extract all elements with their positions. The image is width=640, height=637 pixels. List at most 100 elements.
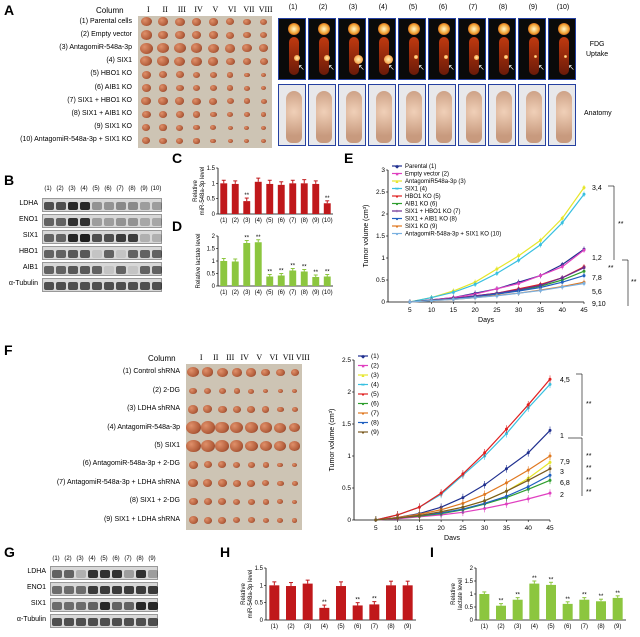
blot-band-label: LDHA — [19, 200, 38, 207]
blot-band — [44, 218, 54, 226]
mouse-anatomy-image — [428, 84, 456, 146]
tumor — [260, 19, 268, 26]
chart-h-mir548a-level: 0 0.5 1 1.5 (1) (2) (3) ** (4) (5) ** (6) ** (7) (8) (9… — [241, 566, 416, 630]
blot-band — [104, 250, 114, 258]
tumor — [276, 480, 284, 487]
pet-fdg-image: ↖ — [308, 18, 336, 80]
blot-band — [136, 602, 146, 610]
tumor-row-label: (1) Parental cells — [79, 17, 132, 25]
arrow-icon: ↖ — [568, 63, 575, 72]
tumor-row-labels-a: (1) Parental cells (2) Empty vector (3) An… — [0, 16, 136, 148]
pet-fdg-image: ↖ — [548, 18, 576, 80]
y-tick-label: 3 — [381, 167, 385, 174]
category-label: (4) — [255, 290, 262, 296]
x-tick-label: 30 — [481, 525, 489, 532]
blot-band — [104, 218, 114, 226]
pet-fdg-image: ↖ — [278, 18, 306, 80]
tumor — [203, 479, 213, 488]
pet-number: (6) — [438, 4, 448, 11]
tumor — [191, 31, 202, 40]
blot-band — [68, 282, 78, 290]
tumor-row-label: (2) Empty vector — [80, 30, 132, 38]
data-point — [374, 518, 378, 522]
blot-strip — [42, 230, 162, 244]
category-label: (5) — [337, 624, 344, 630]
pet-brain-hotspot — [348, 23, 360, 35]
y-axis-title-line: Relative — [451, 583, 457, 605]
data-point — [526, 497, 530, 501]
significance-marker: ** — [267, 270, 272, 276]
tumor — [262, 406, 270, 413]
tumor — [174, 56, 186, 66]
arrow-icon: ↖ — [508, 63, 515, 72]
tumor — [157, 30, 169, 40]
blot-band — [56, 202, 66, 210]
x-tick-label: 35 — [503, 525, 511, 532]
mouse-body — [316, 91, 332, 143]
pet-number-row: (1) (2) (3) (4) (5) (6) (7) (8) (9) (10) — [278, 4, 578, 16]
tumor — [232, 479, 241, 487]
blot-band — [152, 282, 162, 290]
blot-band — [128, 282, 138, 290]
blot-band — [112, 586, 122, 594]
panel-label-b: B — [4, 172, 15, 188]
data-point — [504, 494, 508, 498]
chart-c-mir548a-level: 0 0.5 1 1.5 (1) (2) ** (3) (4) (5) (6) (7) (8) (9) ** (… — [193, 166, 333, 224]
tumor — [158, 110, 168, 118]
pet-tumor-hotspot — [564, 55, 567, 58]
bar — [266, 183, 274, 214]
blot-band — [52, 618, 62, 626]
y-tick-label: 0.5 — [342, 485, 351, 492]
blot-band — [112, 570, 122, 578]
significance-marker: ** — [599, 594, 604, 600]
legend-marker: ● — [395, 194, 398, 200]
tumor — [159, 124, 167, 131]
blot-band — [152, 234, 162, 242]
blot-band — [116, 266, 126, 274]
mouse-anatomy-image — [458, 84, 486, 146]
y-tick-label: 1 — [470, 592, 474, 598]
blot-lane-label: (4) — [88, 556, 96, 562]
category-label: (3) — [514, 624, 521, 630]
annotation-label: 2 — [560, 492, 564, 499]
data-point — [526, 478, 530, 482]
tumor — [262, 499, 269, 505]
blot-band — [140, 266, 150, 274]
legend-entry: (9) — [371, 429, 379, 436]
data-point — [396, 516, 400, 520]
column-roman-numeral: I — [147, 5, 150, 14]
panel-label-g: G — [4, 544, 15, 560]
pet-number: (3) — [348, 4, 358, 11]
tumor-row-label: (2) 2-DG — [152, 386, 180, 394]
pet-tumor-hotspot — [474, 55, 479, 60]
legend-marker: ● — [395, 202, 398, 208]
category-label: (5) — [547, 624, 554, 630]
tumor — [247, 462, 255, 468]
tumor-row-label: (7) AntagomiR-548a-3p + LDHA shRNA — [56, 478, 180, 486]
legend-entry: HBO1 KO (5) — [405, 194, 441, 200]
data-point — [483, 499, 487, 503]
panel-label-d: D — [172, 218, 183, 234]
significance-marker: ** — [244, 236, 249, 242]
column-roman-numeral: V — [256, 353, 263, 362]
tumor-row-label: (8) SIX1 + AIB1 KO — [71, 110, 132, 117]
blot-band — [128, 218, 138, 226]
tumor — [202, 367, 214, 378]
y-tick-label: 0 — [470, 618, 474, 624]
blot-lane-label: (5) — [100, 556, 108, 562]
bar — [286, 586, 296, 620]
data-point — [560, 221, 564, 225]
tumor — [191, 57, 202, 66]
bar — [312, 183, 320, 214]
category-label: (8) — [597, 624, 604, 630]
pet-number: (1) — [288, 4, 298, 11]
y-tick-label: 0 — [381, 299, 385, 306]
tumor — [157, 56, 169, 67]
legend-marker: ● — [361, 411, 364, 417]
bar — [243, 243, 251, 286]
blot-lanes-b: (1) (2) (3) (4) (5) (6) (7) (8) (9) (10) — [42, 186, 170, 196]
panel-label-c: C — [172, 150, 183, 166]
tumor — [204, 387, 212, 395]
mouse-anatomy-image — [278, 84, 306, 146]
data-point — [526, 468, 530, 472]
